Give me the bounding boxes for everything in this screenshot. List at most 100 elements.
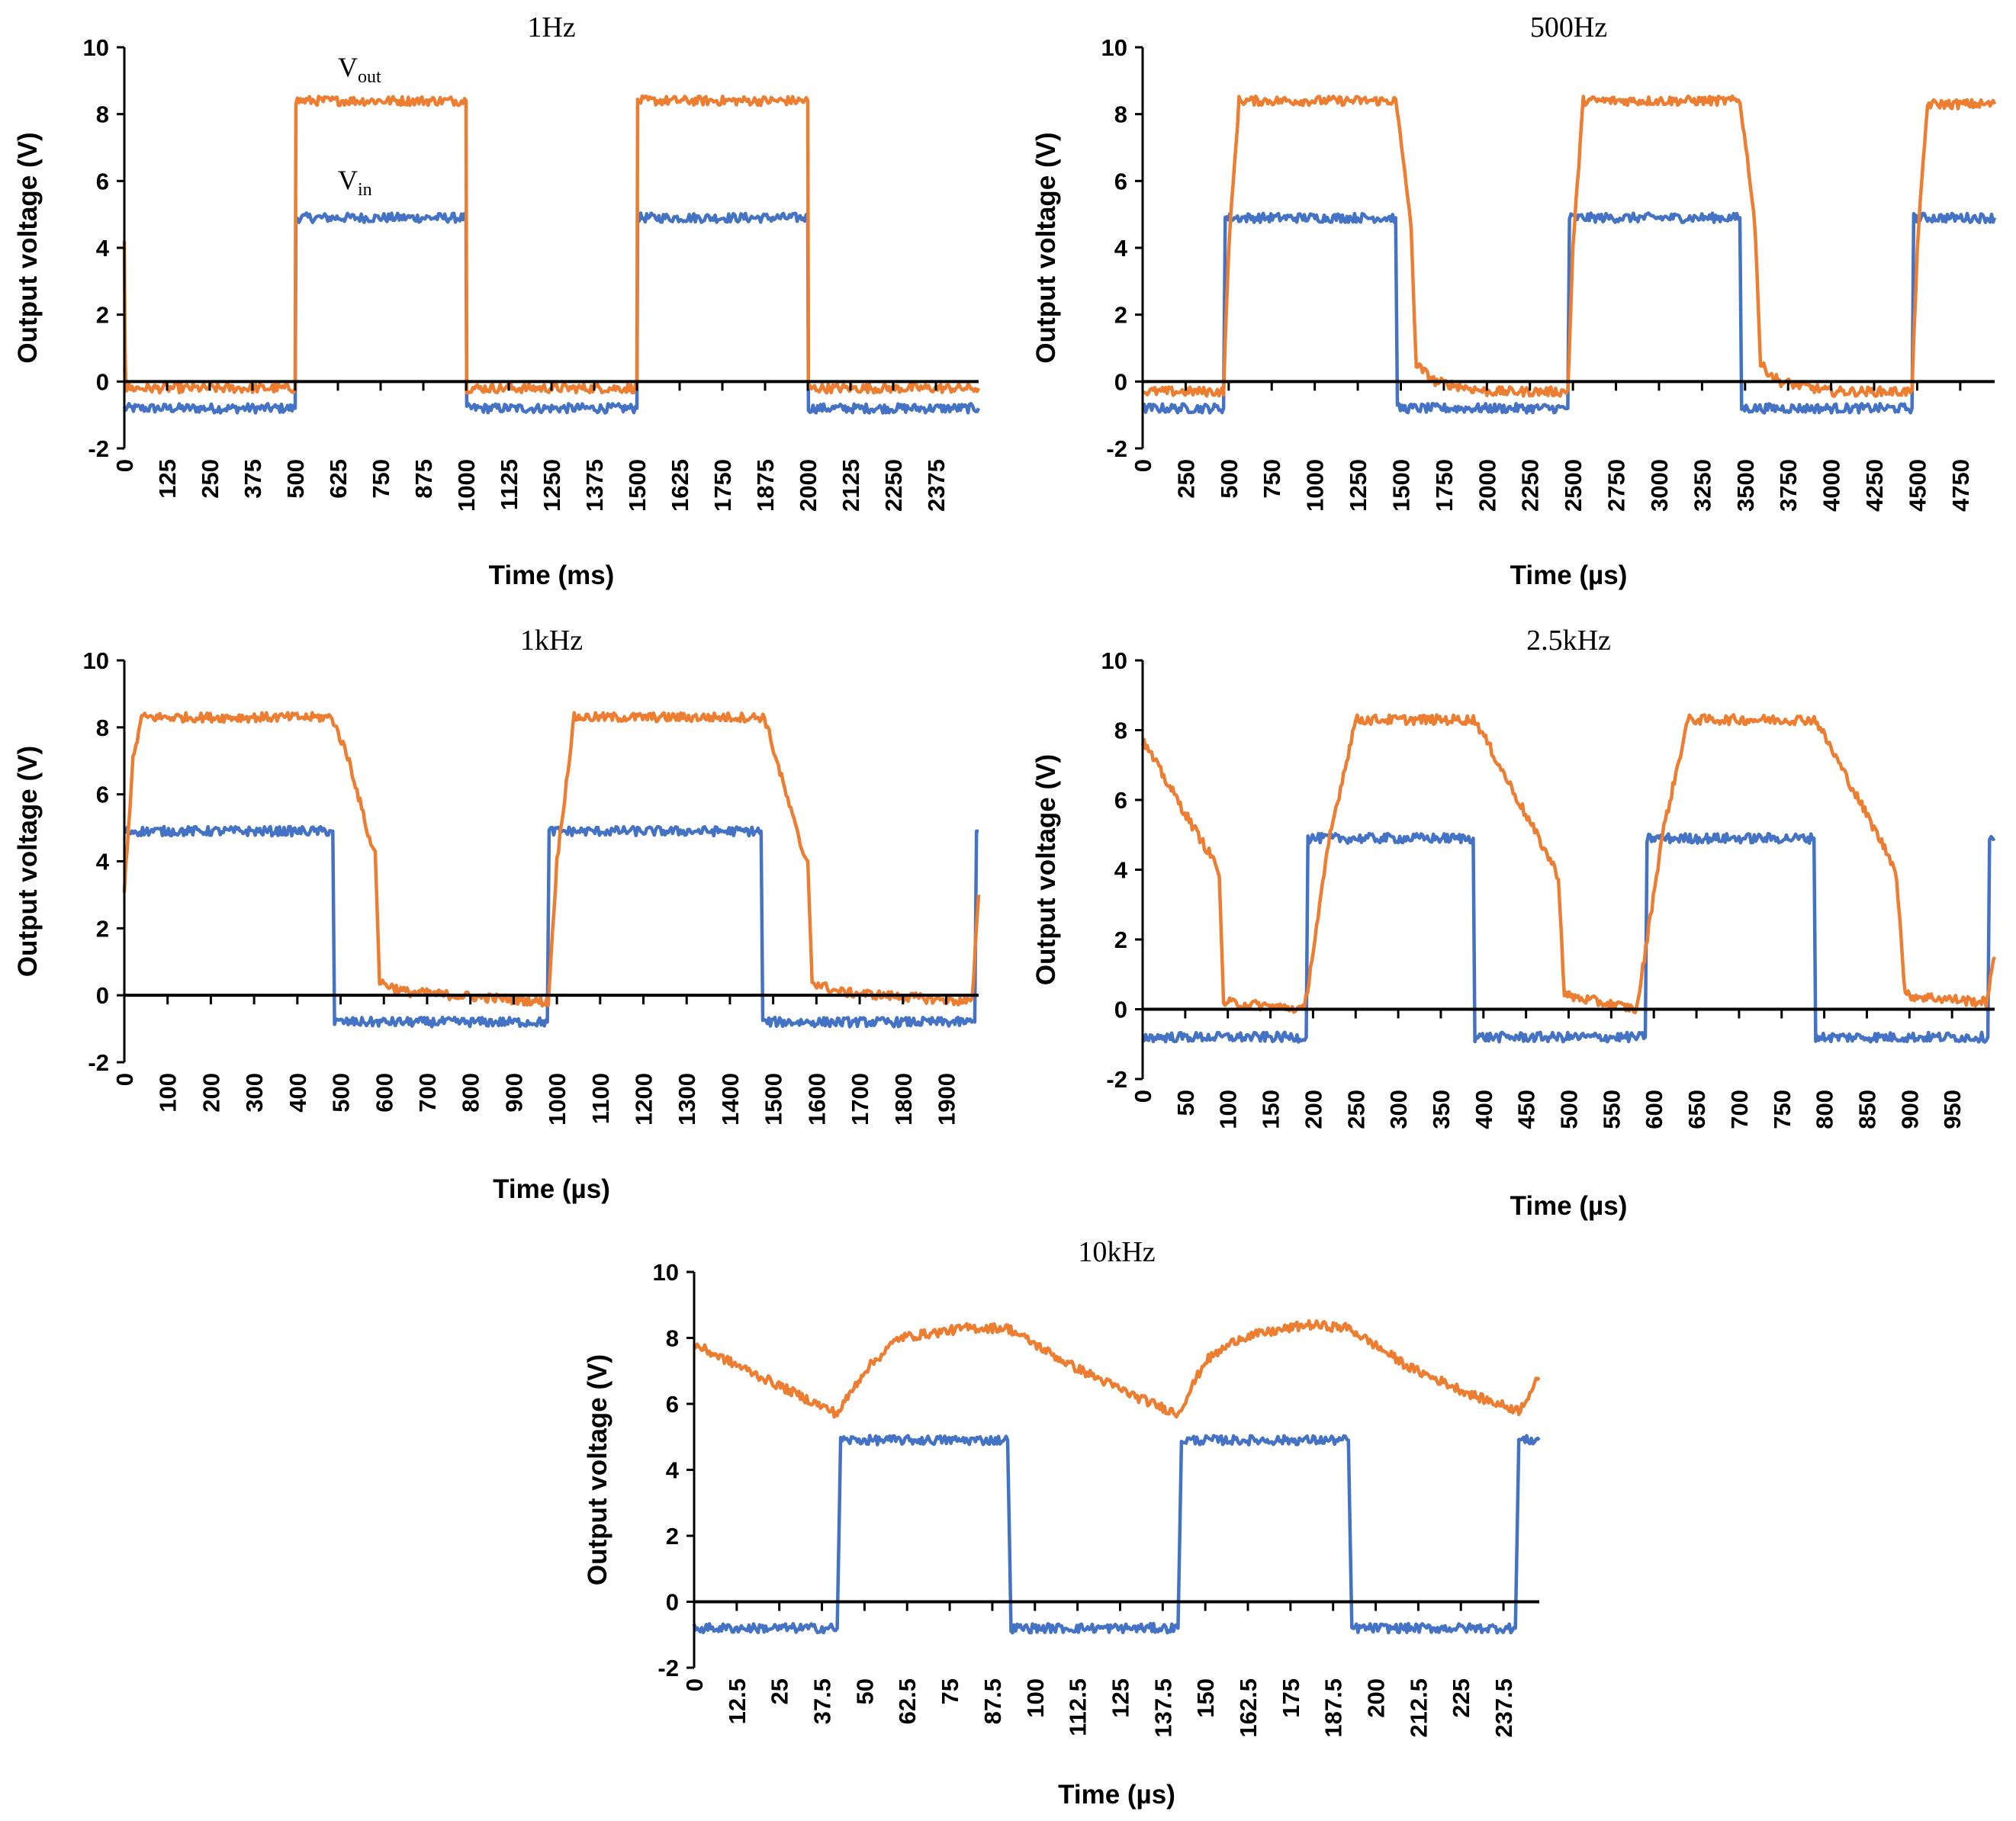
x-tick-label: 4750 <box>1947 459 1974 512</box>
x-tick-label: 137.5 <box>1149 1678 1176 1738</box>
y-tick-label: 2 <box>1114 302 1127 329</box>
series-line-vin <box>124 824 979 1029</box>
x-tick-label: 4250 <box>1861 459 1888 512</box>
x-tick-label: 2125 <box>838 459 864 512</box>
x-tick-label: 150 <box>1258 1090 1285 1129</box>
x-tick-label: 2750 <box>1603 459 1630 512</box>
x-tick-label: 175 <box>1278 1678 1304 1718</box>
x-tick-label: 3750 <box>1775 459 1802 512</box>
x-tick-label: 3000 <box>1646 459 1673 512</box>
series-line-vin <box>692 1434 1541 1635</box>
y-tick-label: 8 <box>96 101 109 128</box>
x-tick-label: 950 <box>1939 1090 1966 1129</box>
x-tick-label: 1500 <box>624 459 651 512</box>
x-tick-label: 2250 <box>880 459 907 512</box>
y-tick-label: -2 <box>1106 435 1127 462</box>
x-tick-label: 0 <box>111 1073 138 1086</box>
x-tick-label: 2250 <box>1517 459 1544 512</box>
x-tick-label: 850 <box>1854 1090 1880 1129</box>
y-tick-label: 4 <box>1114 235 1128 262</box>
y-tick-label: 6 <box>1114 168 1127 194</box>
x-tick-label: 125 <box>1107 1678 1133 1718</box>
x-tick-label: 1800 <box>890 1073 917 1126</box>
y-tick-label: 8 <box>96 715 109 741</box>
y-tick-label: 6 <box>1114 787 1127 814</box>
x-tick-label: 4500 <box>1904 459 1931 512</box>
x-tick-label: 25 <box>767 1678 793 1704</box>
x-tick-label: 125 <box>154 459 181 499</box>
x-tick-label: 50 <box>1172 1090 1199 1116</box>
x-tick-label: 2375 <box>923 459 950 512</box>
y-tick-label: -2 <box>658 1655 679 1681</box>
y-tick-label: 8 <box>1114 101 1127 128</box>
y-tick-label: 2 <box>666 1523 679 1550</box>
x-tick-label: 1750 <box>709 459 736 512</box>
x-tick-label: 2000 <box>1474 459 1500 512</box>
x-tick-label: 400 <box>285 1073 311 1113</box>
x-tick-label: 250 <box>197 459 223 499</box>
y-tick-label: 6 <box>666 1391 679 1418</box>
series-line-vin <box>1142 211 1997 415</box>
x-tick-label: 162.5 <box>1235 1678 1262 1738</box>
annotation-vout: Vout <box>338 52 381 87</box>
chart-title: 500Hz <box>1530 11 1607 43</box>
x-axis-label: Time (µs) <box>1510 560 1628 590</box>
x-tick-label: 75 <box>937 1678 963 1704</box>
x-tick-label: 100 <box>155 1073 182 1113</box>
y-tick-label: 10 <box>83 34 109 61</box>
y-tick-label: 4 <box>96 849 110 875</box>
x-tick-label: 800 <box>458 1073 484 1113</box>
y-tick-label: 0 <box>96 368 109 395</box>
x-tick-label: 1250 <box>1345 459 1371 512</box>
x-tick-label: 900 <box>1896 1090 1923 1129</box>
y-tick-label: 0 <box>1114 997 1127 1023</box>
y-tick-label: 6 <box>96 782 109 808</box>
x-tick-label: 550 <box>1598 1090 1625 1129</box>
x-tick-label: 1000 <box>453 459 480 512</box>
series-line-vout <box>122 711 981 1008</box>
x-tick-label: 400 <box>1471 1090 1497 1129</box>
x-axis-label: Time (µs) <box>493 1174 610 1204</box>
x-tick-label: 2500 <box>1560 459 1587 512</box>
y-axis-label: Output voltage (V) <box>13 746 43 977</box>
x-tick-label: 62.5 <box>894 1678 921 1724</box>
x-tick-label: 212.5 <box>1405 1678 1432 1738</box>
chart-title: 10kHz <box>1078 1236 1155 1268</box>
x-tick-label: 375 <box>240 459 266 499</box>
y-tick-label: 4 <box>1114 857 1128 884</box>
x-tick-label: 2000 <box>795 459 822 512</box>
x-tick-label: 500 <box>328 1073 355 1113</box>
chart-title: 1kHz <box>520 625 583 657</box>
x-tick-label: 250 <box>1172 459 1199 499</box>
annotation-vin: Vin <box>338 165 372 200</box>
y-tick-label: 0 <box>666 1589 679 1616</box>
x-tick-label: 100 <box>1215 1090 1242 1129</box>
x-tick-label: 12.5 <box>724 1678 751 1724</box>
y-axis-label: Output voltage (V) <box>1031 132 1061 363</box>
x-tick-label: 500 <box>1216 459 1243 499</box>
x-tick-label: 1200 <box>631 1073 658 1126</box>
x-tick-label: 1625 <box>667 459 693 512</box>
x-tick-label: 750 <box>368 459 394 499</box>
y-tick-label: 4 <box>666 1457 680 1484</box>
series-line-vout <box>1140 713 1997 1015</box>
x-tick-label: 500 <box>282 459 309 499</box>
y-tick-label: 10 <box>653 1259 679 1286</box>
series-line-vout <box>122 94 981 395</box>
x-tick-label: 50 <box>851 1678 878 1704</box>
x-tick-label: 187.5 <box>1320 1678 1347 1738</box>
y-tick-label: 0 <box>1114 368 1127 395</box>
y-tick-label: 8 <box>666 1325 679 1352</box>
x-tick-label: 625 <box>325 459 352 499</box>
y-tick-label: 6 <box>96 168 109 194</box>
series-line-vin <box>122 211 981 415</box>
y-tick-label: -2 <box>88 435 109 462</box>
x-tick-label: 200 <box>1363 1678 1390 1718</box>
y-tick-label: 2 <box>96 302 109 329</box>
x-tick-label: 1125 <box>496 459 522 510</box>
x-tick-label: 1900 <box>933 1073 960 1126</box>
